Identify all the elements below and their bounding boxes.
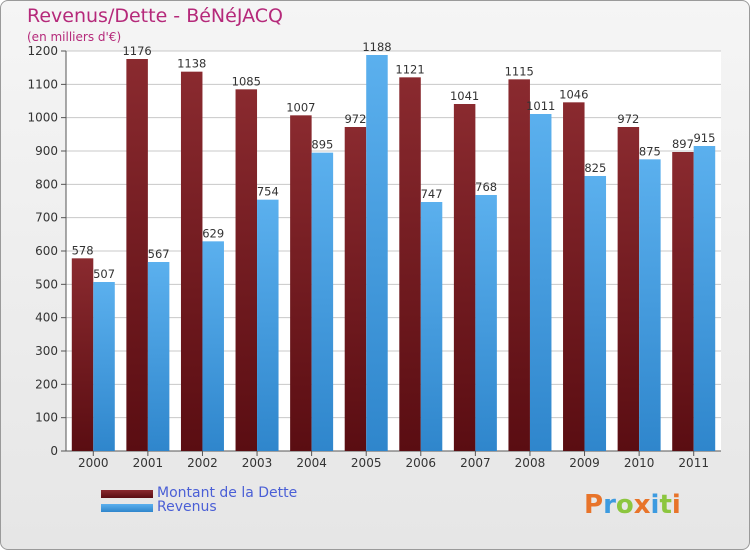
bar-dette — [672, 152, 694, 451]
y-tick-label: 100 — [35, 411, 58, 425]
bar-revenus — [475, 195, 497, 451]
bar-dette — [453, 104, 476, 451]
logo-letter: o — [615, 490, 634, 520]
y-tick-label: 1000 — [27, 111, 58, 125]
logo-letter: r — [603, 490, 616, 520]
bar-dette — [126, 59, 148, 451]
data-label-dette: 1121 — [395, 62, 424, 76]
bar-revenus — [639, 159, 661, 452]
data-label-dette: 578 — [72, 243, 94, 257]
bar-dette — [290, 115, 312, 451]
data-label-dette: 1041 — [450, 89, 479, 103]
y-tick-label: 0 — [50, 444, 58, 458]
bar-dette — [617, 127, 640, 451]
y-tick-label: 800 — [35, 177, 58, 191]
x-tick-label: 2005 — [351, 456, 382, 470]
bar-revenus — [147, 262, 170, 451]
data-label-revenus: 895 — [311, 138, 333, 152]
chart-title: Revenus/Dette - BéNéJACQ — [27, 5, 283, 27]
data-label-revenus: 1188 — [362, 40, 391, 54]
bar-dette — [563, 102, 585, 451]
y-tick-label: 300 — [35, 344, 58, 358]
proxiti-logo: Proxiti — [584, 490, 681, 520]
data-label-revenus: 768 — [475, 180, 497, 194]
logo-letter: x — [633, 490, 651, 520]
legend-swatch-dette — [101, 490, 153, 498]
bar-revenus — [693, 146, 716, 451]
data-label-dette: 1115 — [505, 64, 534, 78]
data-label-dette: 972 — [617, 112, 639, 126]
data-label-dette: 1085 — [232, 74, 261, 88]
bar-revenus — [202, 241, 224, 451]
data-label-revenus: 915 — [693, 131, 715, 145]
data-label-revenus: 567 — [148, 247, 170, 261]
x-tick-label: 2001 — [133, 456, 164, 470]
data-label-revenus: 875 — [639, 144, 661, 158]
y-tick-label: 400 — [35, 311, 58, 325]
data-label-dette: 1138 — [177, 57, 206, 71]
bar-revenus — [257, 199, 279, 451]
logo-letter: i — [650, 490, 660, 520]
logo-letter: P — [584, 490, 604, 520]
bar-dette — [180, 71, 203, 452]
x-tick-label: 2006 — [406, 456, 437, 470]
y-tick-label: 700 — [35, 211, 58, 225]
data-label-revenus: 754 — [257, 185, 279, 199]
x-tick-label: 2003 — [242, 456, 273, 470]
data-label-dette: 1046 — [559, 87, 588, 101]
y-tick-label: 1100 — [27, 77, 58, 91]
bar-dette — [235, 89, 258, 451]
x-tick-label: 2010 — [624, 456, 655, 470]
data-label-dette: 972 — [344, 112, 366, 126]
legend-label-revenus: Revenus — [157, 499, 217, 515]
x-tick-label: 2009 — [569, 456, 600, 470]
y-tick-label: 200 — [35, 377, 58, 391]
y-tick-label: 1200 — [27, 44, 58, 58]
data-label-revenus: 507 — [93, 267, 115, 281]
bar-revenus — [529, 114, 552, 451]
bar-revenus — [366, 55, 388, 451]
bar-revenus — [420, 202, 443, 451]
logo-letter: t — [659, 490, 672, 520]
bar-revenus — [93, 282, 115, 451]
bar-revenus — [311, 152, 334, 451]
x-tick-label: 2002 — [187, 456, 218, 470]
bar-revenus — [584, 176, 607, 451]
x-tick-label: 2011 — [678, 456, 709, 470]
legend-swatch-revenus — [101, 504, 153, 512]
data-label-dette: 1007 — [286, 100, 315, 114]
legend-label-dette: Montant de la Dette — [157, 485, 298, 501]
bar-dette — [344, 127, 367, 451]
data-label-revenus: 629 — [202, 226, 224, 240]
data-label-revenus: 825 — [584, 161, 606, 175]
data-label-dette: 1176 — [122, 44, 151, 58]
y-tick-label: 900 — [35, 144, 58, 158]
data-label-revenus: 747 — [421, 187, 443, 201]
bar-dette — [399, 77, 421, 451]
x-tick-label: 2000 — [78, 456, 109, 470]
bar-dette — [508, 79, 530, 451]
x-tick-label: 2007 — [460, 456, 491, 470]
data-label-revenus: 1011 — [526, 99, 555, 113]
x-tick-label: 2008 — [515, 456, 546, 470]
x-tick-label: 2004 — [296, 456, 327, 470]
logo-letter: i — [671, 490, 681, 520]
data-label-dette: 897 — [672, 137, 694, 151]
chart-subtitle: (en milliers d'€) — [27, 30, 122, 44]
y-tick-label: 500 — [35, 277, 58, 291]
y-tick-label: 600 — [35, 244, 58, 258]
bar-dette — [71, 258, 94, 451]
